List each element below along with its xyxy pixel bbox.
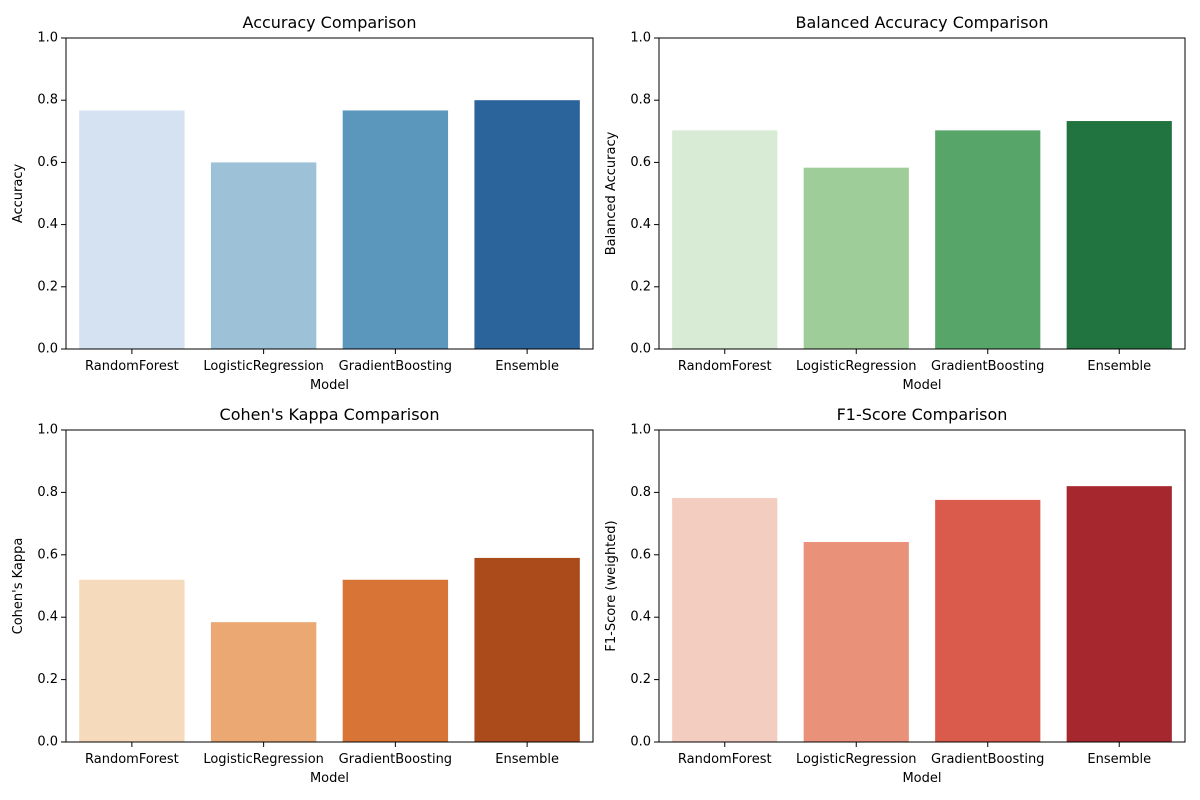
y-tick-label: 0.8 bbox=[37, 93, 58, 108]
bar-ensemble bbox=[1066, 121, 1172, 349]
y-tick-label: 0.0 bbox=[630, 735, 651, 750]
x-tick-label: LogisticRegression bbox=[796, 752, 917, 767]
y-tick-label: 0.2 bbox=[37, 672, 58, 687]
y-tick-label: 0.6 bbox=[37, 155, 58, 170]
bar-randomforest bbox=[79, 110, 185, 350]
y-tick-label: 0.2 bbox=[630, 672, 651, 687]
y-tick-label: 0.0 bbox=[37, 735, 58, 750]
y-tick-label: 0.6 bbox=[37, 547, 58, 562]
chart-title: Accuracy Comparison bbox=[243, 13, 417, 32]
y-tick-label: 1.0 bbox=[630, 423, 651, 438]
y-tick-label: 0.4 bbox=[37, 610, 58, 625]
x-tick-label: Ensemble bbox=[1087, 359, 1151, 374]
y-tick-label: 0.6 bbox=[630, 155, 651, 170]
axes-frame bbox=[65, 37, 594, 350]
x-tick-label: RandomForest bbox=[678, 359, 772, 374]
y-axis-label: Cohen's Kappa bbox=[11, 538, 26, 635]
x-axis-label: Model bbox=[310, 771, 349, 786]
axes-frame bbox=[65, 429, 594, 743]
y-tick-label: 0.2 bbox=[37, 279, 58, 294]
x-tick-label: RandomForest bbox=[85, 752, 179, 767]
x-tick-label: Ensemble bbox=[495, 752, 559, 767]
x-axis-label: Model bbox=[902, 771, 941, 786]
x-tick-label: RandomForest bbox=[85, 359, 179, 374]
x-tick-label: LogisticRegression bbox=[796, 359, 917, 374]
axes-frame bbox=[658, 429, 1186, 743]
y-tick-label: 0.4 bbox=[37, 217, 58, 232]
y-tick-label: 1.0 bbox=[37, 31, 58, 46]
x-tick-label: LogisticRegression bbox=[203, 359, 324, 374]
chart-panel-1: 0.0 0.2 0.4 0.6 0.8 1.0 RandomForest LogisticRe… bbox=[11, 13, 594, 393]
chart-title: F1-Score Comparison bbox=[837, 405, 1008, 424]
y-tick-label: 1.0 bbox=[630, 31, 651, 46]
chart-title: Cohen's Kappa Comparison bbox=[220, 405, 440, 424]
bar-ensemble bbox=[474, 100, 580, 349]
bar-ensemble bbox=[474, 557, 580, 742]
y-tick-label: 0.8 bbox=[630, 93, 651, 108]
y-tick-label: 0.4 bbox=[630, 217, 651, 232]
bar-logisticregression bbox=[803, 542, 909, 742]
x-tick-label: RandomForest bbox=[678, 752, 772, 767]
chart-panel-3: 0.0 0.2 0.4 0.6 0.8 1.0 RandomForest LogisticRe… bbox=[11, 405, 594, 786]
bar-randomforest bbox=[672, 498, 778, 742]
x-tick-label: GradientBoosting bbox=[931, 359, 1044, 374]
bar-logisticregression bbox=[210, 162, 317, 349]
bar-logisticregression bbox=[210, 622, 317, 742]
y-axis-label: Accuracy bbox=[11, 164, 26, 224]
y-tick-label: 0.8 bbox=[37, 485, 58, 500]
x-tick-label: GradientBoosting bbox=[339, 359, 452, 374]
chart-panel-2: 0.0 0.2 0.4 0.6 0.8 1.0 RandomForest LogisticRe… bbox=[604, 13, 1186, 393]
chart-panel-4: 0.0 0.2 0.4 0.6 0.8 1.0 RandomForest LogisticRe… bbox=[604, 405, 1186, 786]
x-tick-label: GradientBoosting bbox=[339, 752, 452, 767]
x-tick-label: Ensemble bbox=[495, 359, 559, 374]
bar-gradientboosting bbox=[935, 130, 1041, 349]
bar-gradientboosting bbox=[342, 110, 449, 350]
bar-gradientboosting bbox=[935, 499, 1041, 742]
bar-logisticregression bbox=[803, 167, 909, 349]
y-tick-label: 0.2 bbox=[630, 279, 651, 294]
x-axis-label: Model bbox=[310, 378, 349, 393]
bar-randomforest bbox=[672, 130, 778, 349]
y-tick-label: 0.4 bbox=[630, 610, 651, 625]
axes-frame bbox=[658, 37, 1186, 350]
y-axis-label: F1-Score (weighted) bbox=[604, 520, 619, 651]
x-tick-label: GradientBoosting bbox=[931, 752, 1044, 767]
chart-title: Balanced Accuracy Comparison bbox=[796, 13, 1049, 32]
y-tick-label: 1.0 bbox=[37, 423, 58, 438]
y-tick-label: 0.0 bbox=[630, 342, 651, 357]
bar-ensemble bbox=[1066, 486, 1172, 742]
y-tick-label: 0.0 bbox=[37, 342, 58, 357]
bar-gradientboosting bbox=[342, 579, 449, 742]
x-tick-label: Ensemble bbox=[1087, 752, 1151, 767]
y-tick-label: 0.8 bbox=[630, 485, 651, 500]
y-axis-label: Balanced Accuracy bbox=[604, 131, 619, 255]
y-tick-label: 0.6 bbox=[630, 547, 651, 562]
bar-randomforest bbox=[79, 579, 185, 742]
x-axis-label: Model bbox=[902, 378, 941, 393]
x-tick-label: LogisticRegression bbox=[203, 752, 324, 767]
